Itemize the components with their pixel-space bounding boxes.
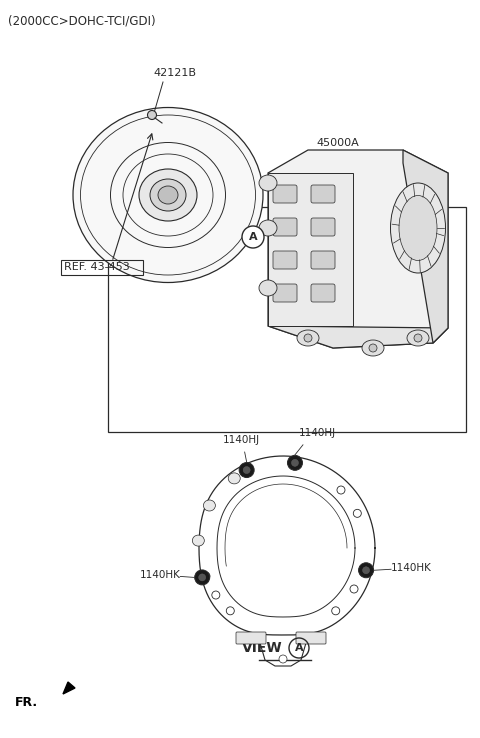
FancyBboxPatch shape [311,185,335,203]
Circle shape [414,334,422,342]
Bar [61,260,143,275]
Polygon shape [268,326,448,348]
Ellipse shape [204,500,216,511]
Circle shape [242,226,264,248]
Ellipse shape [362,340,384,356]
Ellipse shape [259,175,277,191]
Polygon shape [268,150,448,348]
Ellipse shape [259,220,277,236]
Circle shape [199,574,206,581]
Circle shape [353,509,361,517]
Circle shape [243,466,250,474]
Ellipse shape [399,196,437,261]
Text: 1140HK: 1140HK [140,570,180,580]
Circle shape [195,570,210,585]
Text: 1140HK: 1140HK [391,563,432,573]
Circle shape [239,463,254,477]
Circle shape [226,607,234,615]
Polygon shape [268,173,353,326]
Circle shape [279,655,287,663]
Text: 1140HJ: 1140HJ [223,435,260,445]
Circle shape [304,334,312,342]
Circle shape [332,607,340,615]
Ellipse shape [259,280,277,296]
FancyBboxPatch shape [273,185,297,203]
FancyBboxPatch shape [236,632,266,644]
Ellipse shape [139,169,197,221]
Ellipse shape [391,183,445,273]
Text: FR.: FR. [15,695,38,708]
Circle shape [147,111,156,120]
Ellipse shape [228,473,240,484]
Text: (2000CC>DOHC-TCI/GDI): (2000CC>DOHC-TCI/GDI) [8,14,156,27]
FancyBboxPatch shape [296,632,326,644]
Bar [108,207,466,432]
Circle shape [369,344,377,352]
Ellipse shape [150,179,186,211]
Circle shape [202,572,210,580]
Circle shape [288,455,302,470]
Polygon shape [403,150,448,343]
FancyBboxPatch shape [273,251,297,269]
Ellipse shape [407,330,429,346]
FancyBboxPatch shape [311,251,335,269]
Circle shape [362,567,370,573]
Text: 1140HJ: 1140HJ [299,428,336,438]
Text: REF. 43-453: REF. 43-453 [64,262,130,272]
FancyBboxPatch shape [311,218,335,236]
Text: 42121B: 42121B [154,68,196,78]
Circle shape [359,563,373,578]
FancyBboxPatch shape [273,284,297,302]
Circle shape [291,459,299,466]
Text: VIEW: VIEW [242,641,283,655]
Ellipse shape [73,108,263,283]
Ellipse shape [297,330,319,346]
Circle shape [337,486,345,494]
Polygon shape [63,682,75,694]
Ellipse shape [192,535,204,546]
Ellipse shape [158,186,178,204]
Text: A: A [295,643,303,653]
Circle shape [212,591,220,599]
Circle shape [350,585,358,593]
Text: A: A [249,232,257,242]
FancyBboxPatch shape [311,284,335,302]
FancyBboxPatch shape [273,218,297,236]
Text: 45000A: 45000A [316,138,359,148]
